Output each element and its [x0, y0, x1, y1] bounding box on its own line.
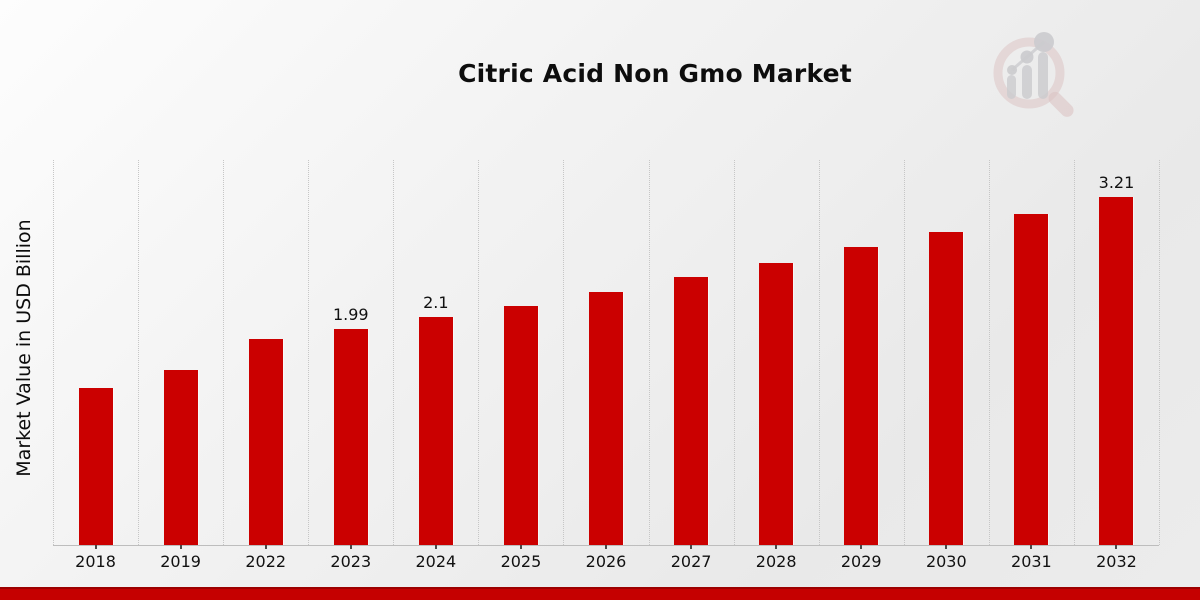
bar-2019: [163, 370, 198, 545]
bar-2030: [929, 232, 964, 545]
category-gridline: [223, 160, 225, 545]
category-gridline: [903, 160, 905, 545]
x-axis-tick: [349, 545, 352, 549]
x-axis-label-2023: 2023: [330, 552, 372, 571]
x-axis-label-2030: 2030: [925, 552, 967, 571]
category-gridline: [1073, 160, 1075, 545]
category-gridline: [733, 160, 735, 545]
category-gridline: [138, 160, 140, 545]
bar-2026: [589, 292, 623, 545]
x-axis-label-2026: 2026: [585, 552, 627, 571]
x-axis-label-2029: 2029: [840, 552, 882, 571]
x-axis-label-2028: 2028: [755, 552, 797, 571]
bar-value-label: 2.1: [423, 293, 449, 312]
bar-2023: [333, 329, 368, 545]
chart-title: Citric Acid Non Gmo Market: [458, 58, 852, 88]
category-gridline: [308, 160, 310, 545]
footer-banner: [0, 587, 1200, 600]
x-axis-tick: [1115, 545, 1118, 549]
bar-2027: [674, 277, 709, 545]
x-axis-tick: [945, 545, 948, 549]
bar-2025: [503, 306, 538, 545]
x-axis-label-2027: 2027: [670, 552, 712, 571]
plot-area: 2018 2019 2022 1.99 2023 2.1 2024 2025 2026 2027 2…: [53, 160, 1160, 571]
x-axis-tick: [1030, 545, 1033, 549]
x-axis-label-2024: 2024: [415, 552, 457, 571]
magnifier-bar-chart-watermark-icon: [993, 32, 1074, 117]
category-gridline: [563, 160, 565, 545]
x-axis-tick: [264, 545, 267, 549]
bar-2022: [248, 339, 283, 545]
bar-2018: [78, 388, 113, 545]
x-axis-label-2025: 2025: [500, 552, 542, 571]
category-gridline: [53, 160, 54, 545]
x-axis-label-2022: 2022: [245, 552, 287, 571]
x-axis-tick: [94, 545, 97, 549]
bar-2032: [1099, 197, 1134, 545]
category-gridline: [393, 160, 395, 545]
bar-2028: [759, 263, 794, 545]
category-gridline: [1159, 160, 1160, 545]
bar-2024: [418, 317, 453, 545]
y-axis-title: Market Value in USD Billion: [13, 219, 35, 477]
category-gridline: [478, 160, 480, 545]
x-axis-tick: [179, 545, 182, 549]
x-axis-tick: [690, 545, 693, 549]
x-axis-label-2031: 2031: [1011, 552, 1052, 571]
bar-2029: [844, 247, 879, 545]
x-axis-label-2019: 2019: [160, 552, 201, 571]
category-gridline: [818, 160, 820, 545]
x-axis-label-2018: 2018: [75, 552, 116, 571]
bar-value-label: 3.21: [1098, 173, 1135, 192]
category-gridline: [648, 160, 650, 545]
bar-value-label: 1.99: [332, 305, 369, 324]
category-gridline: [988, 160, 990, 545]
x-axis-tick: [860, 545, 863, 549]
bar-2031: [1014, 214, 1049, 545]
x-axis-tick: [519, 545, 522, 549]
x-axis-tick: [605, 545, 607, 549]
x-axis-tick: [775, 545, 778, 549]
x-axis-label-2032: 2032: [1096, 552, 1137, 571]
x-axis-tick: [434, 545, 437, 549]
